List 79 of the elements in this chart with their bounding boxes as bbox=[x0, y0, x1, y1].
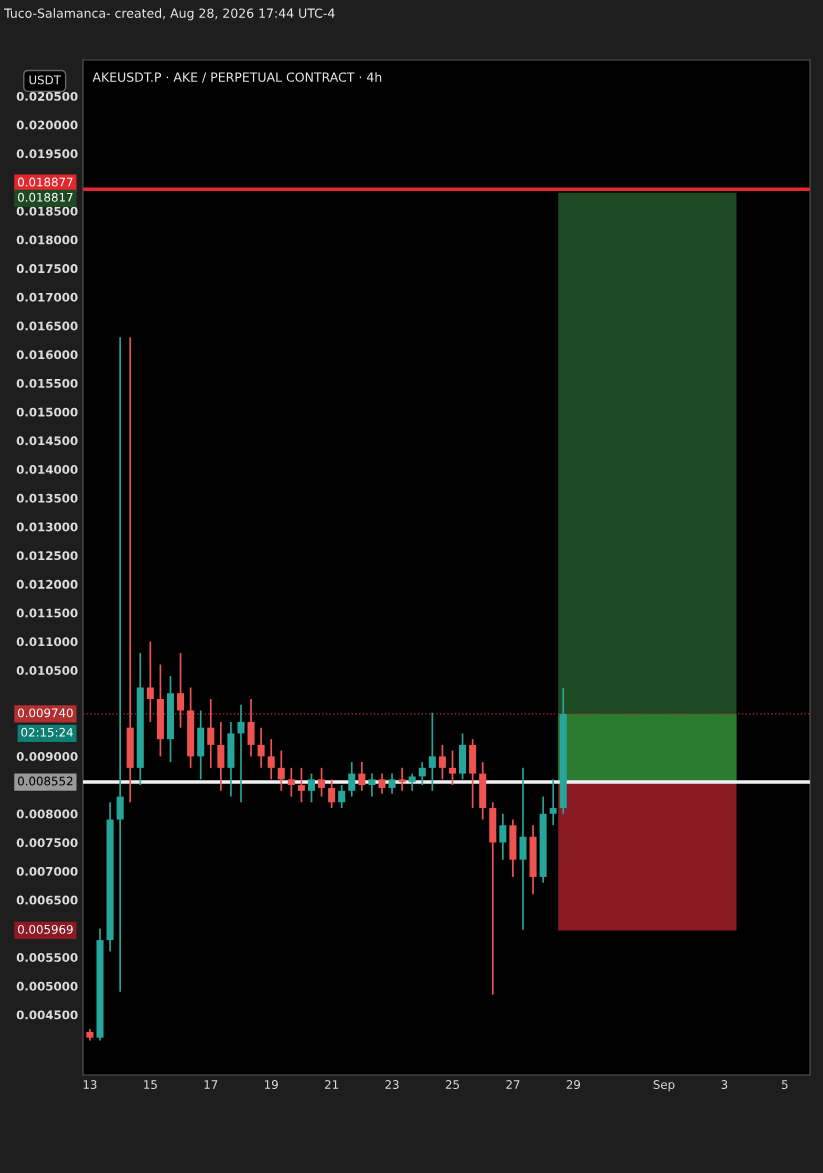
candlestick bbox=[328, 778, 336, 809]
y-tick-label: 0.007000 bbox=[16, 866, 78, 876]
y-tick-label: 0.015000 bbox=[16, 407, 78, 417]
y-tick-label: 0.011000 bbox=[16, 637, 78, 647]
candlestick bbox=[549, 778, 557, 827]
y-tick-label: 0.020000 bbox=[16, 120, 78, 130]
candlestick bbox=[177, 652, 185, 729]
candlestick bbox=[146, 640, 154, 723]
x-tick-label: 23 bbox=[385, 1080, 399, 1089]
candlestick bbox=[499, 812, 507, 861]
y-tick-label: 0.007500 bbox=[16, 838, 78, 848]
y-tick-label: 0.009000 bbox=[16, 752, 78, 762]
x-tick-label: 27 bbox=[506, 1080, 520, 1089]
y-tick-label: 0.013500 bbox=[16, 493, 78, 503]
candlestick bbox=[388, 772, 396, 795]
candlestick bbox=[448, 749, 456, 786]
candlestick bbox=[398, 767, 406, 792]
text: Tuco-Salamanca- created, Aug 28, 2026 17:44 UTC-4 bbox=[4, 8, 335, 21]
x-tick-label: 5 bbox=[781, 1080, 788, 1089]
x-tick-label: Sep bbox=[653, 1080, 675, 1092]
x-tick-label: 25 bbox=[445, 1080, 459, 1089]
x-tick-label: 19 bbox=[264, 1080, 278, 1089]
y-tick-label: 0.005500 bbox=[16, 953, 78, 962]
x-tick-label: 3 bbox=[721, 1080, 728, 1089]
candlestick bbox=[338, 784, 346, 809]
candlestick bbox=[207, 698, 215, 769]
y-tick-label: 0.013000 bbox=[16, 522, 78, 532]
y-tick-label: 0.011500 bbox=[16, 608, 78, 618]
candlestick bbox=[287, 767, 295, 798]
y-tick-label: 0.017000 bbox=[16, 292, 78, 302]
candlestick bbox=[116, 336, 124, 993]
x-tick-label: 29 bbox=[566, 1080, 581, 1089]
candlestick bbox=[428, 711, 436, 792]
candlestick bbox=[438, 744, 446, 781]
ref-line-label: 0.009740 bbox=[18, 708, 73, 718]
candlestick bbox=[358, 761, 366, 792]
y-tick-label: 0.017500 bbox=[16, 264, 78, 274]
candlestick bbox=[247, 698, 255, 758]
candlestick bbox=[519, 767, 527, 931]
candlestick bbox=[318, 767, 326, 798]
candlestick bbox=[277, 749, 285, 792]
y-tick-label: 0.020500 bbox=[16, 91, 78, 101]
y-tick-label: 0.014000 bbox=[16, 465, 78, 474]
y-tick-label: 0.016000 bbox=[16, 350, 78, 360]
candlestick bbox=[237, 703, 245, 804]
candlestick bbox=[126, 336, 134, 804]
y-tick-label: 0.019500 bbox=[16, 149, 78, 159]
x-tick-label: 17 bbox=[204, 1080, 218, 1089]
y-tick-label: 0.008000 bbox=[16, 809, 78, 819]
x-tick-label: 21 bbox=[324, 1080, 339, 1089]
y-tick-label: 0.015500 bbox=[16, 378, 78, 388]
candlestick bbox=[257, 726, 265, 769]
candlestick bbox=[297, 767, 305, 804]
y-tick-label: 0.012500 bbox=[16, 551, 78, 561]
text: 0.005969 bbox=[18, 924, 73, 934]
text: 02:15:24 bbox=[21, 727, 73, 737]
candlestick bbox=[348, 761, 356, 798]
y-tick-label: 0.005000 bbox=[16, 981, 78, 991]
candlestick bbox=[307, 772, 316, 804]
candlestick bbox=[378, 772, 386, 795]
y-tick-label: 0.018000 bbox=[16, 235, 78, 245]
text: 0.018817 bbox=[18, 192, 73, 202]
x-tick-label: 13 bbox=[83, 1080, 97, 1089]
candlestick bbox=[418, 761, 426, 786]
text: AKEUSDT.P · AKE / PERPETUAL CONTRACT · 4h bbox=[92, 72, 382, 83]
y-tick-label: 0.004500 bbox=[16, 1010, 78, 1020]
candlestick bbox=[267, 738, 275, 781]
candlestick bbox=[368, 772, 376, 798]
x-tick-label: 15 bbox=[144, 1080, 157, 1089]
ref-line-label: 0.018877 bbox=[18, 177, 73, 187]
text: USDT bbox=[29, 75, 61, 85]
y-tick-label: 0.018500 bbox=[16, 206, 78, 216]
y-tick-label: 0.012000 bbox=[16, 579, 78, 589]
y-tick-label: 0.006500 bbox=[16, 895, 78, 905]
y-tick-label: 0.010500 bbox=[16, 665, 78, 675]
y-tick-label: 0.016500 bbox=[16, 321, 78, 331]
ref-line-label: 0.008552 bbox=[18, 776, 73, 786]
candlestick bbox=[217, 721, 225, 792]
y-tick-label: 0.014500 bbox=[16, 436, 78, 446]
